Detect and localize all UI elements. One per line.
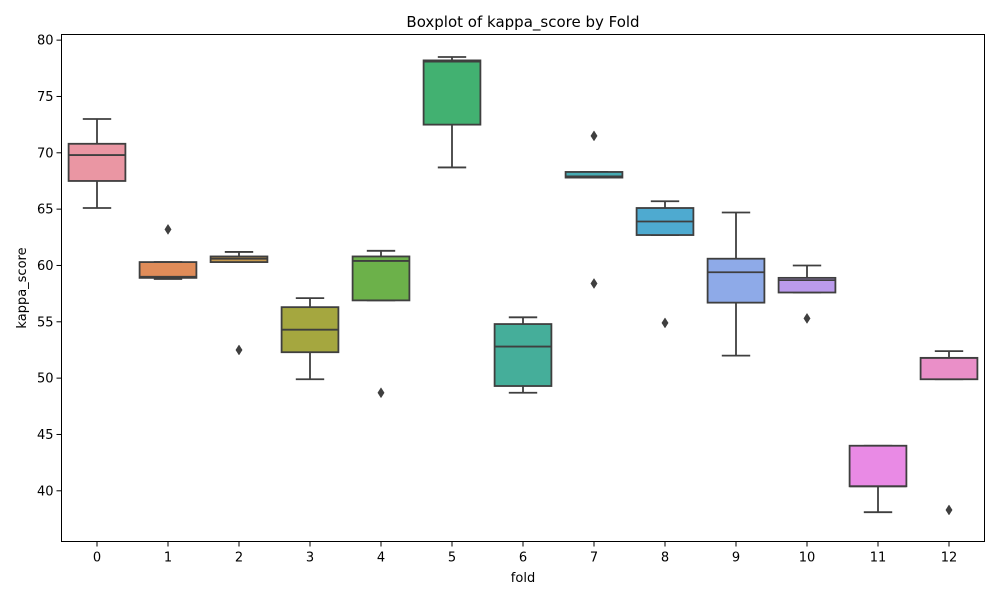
x-tick-label: 3	[306, 551, 314, 566]
y-tick-label: 50	[37, 372, 54, 387]
plot-frame	[61, 34, 985, 542]
x-tick-label: 5	[448, 551, 456, 566]
box-fold-12	[919, 350, 979, 516]
x-tick-label: 9	[732, 551, 740, 566]
box-fold-6	[493, 316, 553, 394]
x-tick-label: 0	[93, 551, 101, 566]
box-fold-10	[777, 264, 837, 324]
outlier-point	[945, 504, 953, 516]
outlier-point	[661, 317, 669, 329]
iqr-box	[138, 261, 198, 279]
outlier-point	[235, 344, 243, 356]
x-tick-label: 7	[590, 551, 598, 566]
x-tick-label: 6	[519, 551, 527, 566]
y-tick-label: 65	[37, 203, 54, 218]
iqr-box	[706, 257, 766, 304]
y-tick-label: 55	[37, 315, 54, 330]
x-tick-label: 12	[941, 551, 958, 566]
y-tick-label: 80	[37, 34, 54, 49]
box-fold-0	[67, 118, 127, 209]
chart-title: Boxplot of kappa_score by Fold	[406, 13, 639, 32]
outlier-point	[164, 223, 172, 235]
box-fold-8	[635, 200, 695, 329]
x-tick-label: 11	[870, 551, 887, 566]
x-axis: 0 1 2 3 4 5 6 7 8 9 10 11 12	[93, 541, 958, 566]
y-tick-label: 40	[37, 484, 54, 499]
y-axis-label: kappa_score	[15, 247, 30, 328]
x-tick-label: 10	[799, 551, 816, 566]
x-tick-label: 4	[377, 551, 385, 566]
y-axis: 40 45 50 55 60 65 70 75 80	[37, 34, 62, 499]
box-fold-4	[351, 249, 411, 399]
iqr-box	[564, 171, 624, 179]
iqr-box	[919, 356, 979, 381]
x-axis-label: fold	[511, 571, 535, 586]
iqr-box	[422, 59, 482, 126]
x-tick-label: 1	[164, 551, 172, 566]
box-fold-9	[706, 211, 766, 357]
iqr-box	[351, 255, 411, 302]
y-tick-label: 45	[37, 428, 54, 443]
box-fold-2	[209, 251, 269, 356]
iqr-box	[67, 142, 127, 182]
box-fold-1	[138, 223, 198, 280]
iqr-box	[493, 323, 553, 387]
x-tick-label: 8	[661, 551, 669, 566]
box-fold-5	[422, 56, 482, 169]
outlier-point	[590, 278, 598, 289]
outlier-point	[590, 130, 598, 142]
outlier-point	[803, 312, 811, 324]
box-fold-7	[564, 130, 624, 289]
boxes-layer	[67, 56, 979, 516]
outlier-point	[377, 387, 385, 399]
iqr-box	[848, 444, 908, 488]
y-tick-label: 75	[37, 90, 54, 105]
y-tick-label: 70	[37, 146, 54, 161]
box-fold-3	[280, 297, 340, 381]
iqr-box	[777, 276, 837, 294]
y-tick-label: 60	[37, 259, 54, 274]
x-tick-label: 2	[235, 551, 243, 566]
box-fold-11	[848, 444, 908, 514]
